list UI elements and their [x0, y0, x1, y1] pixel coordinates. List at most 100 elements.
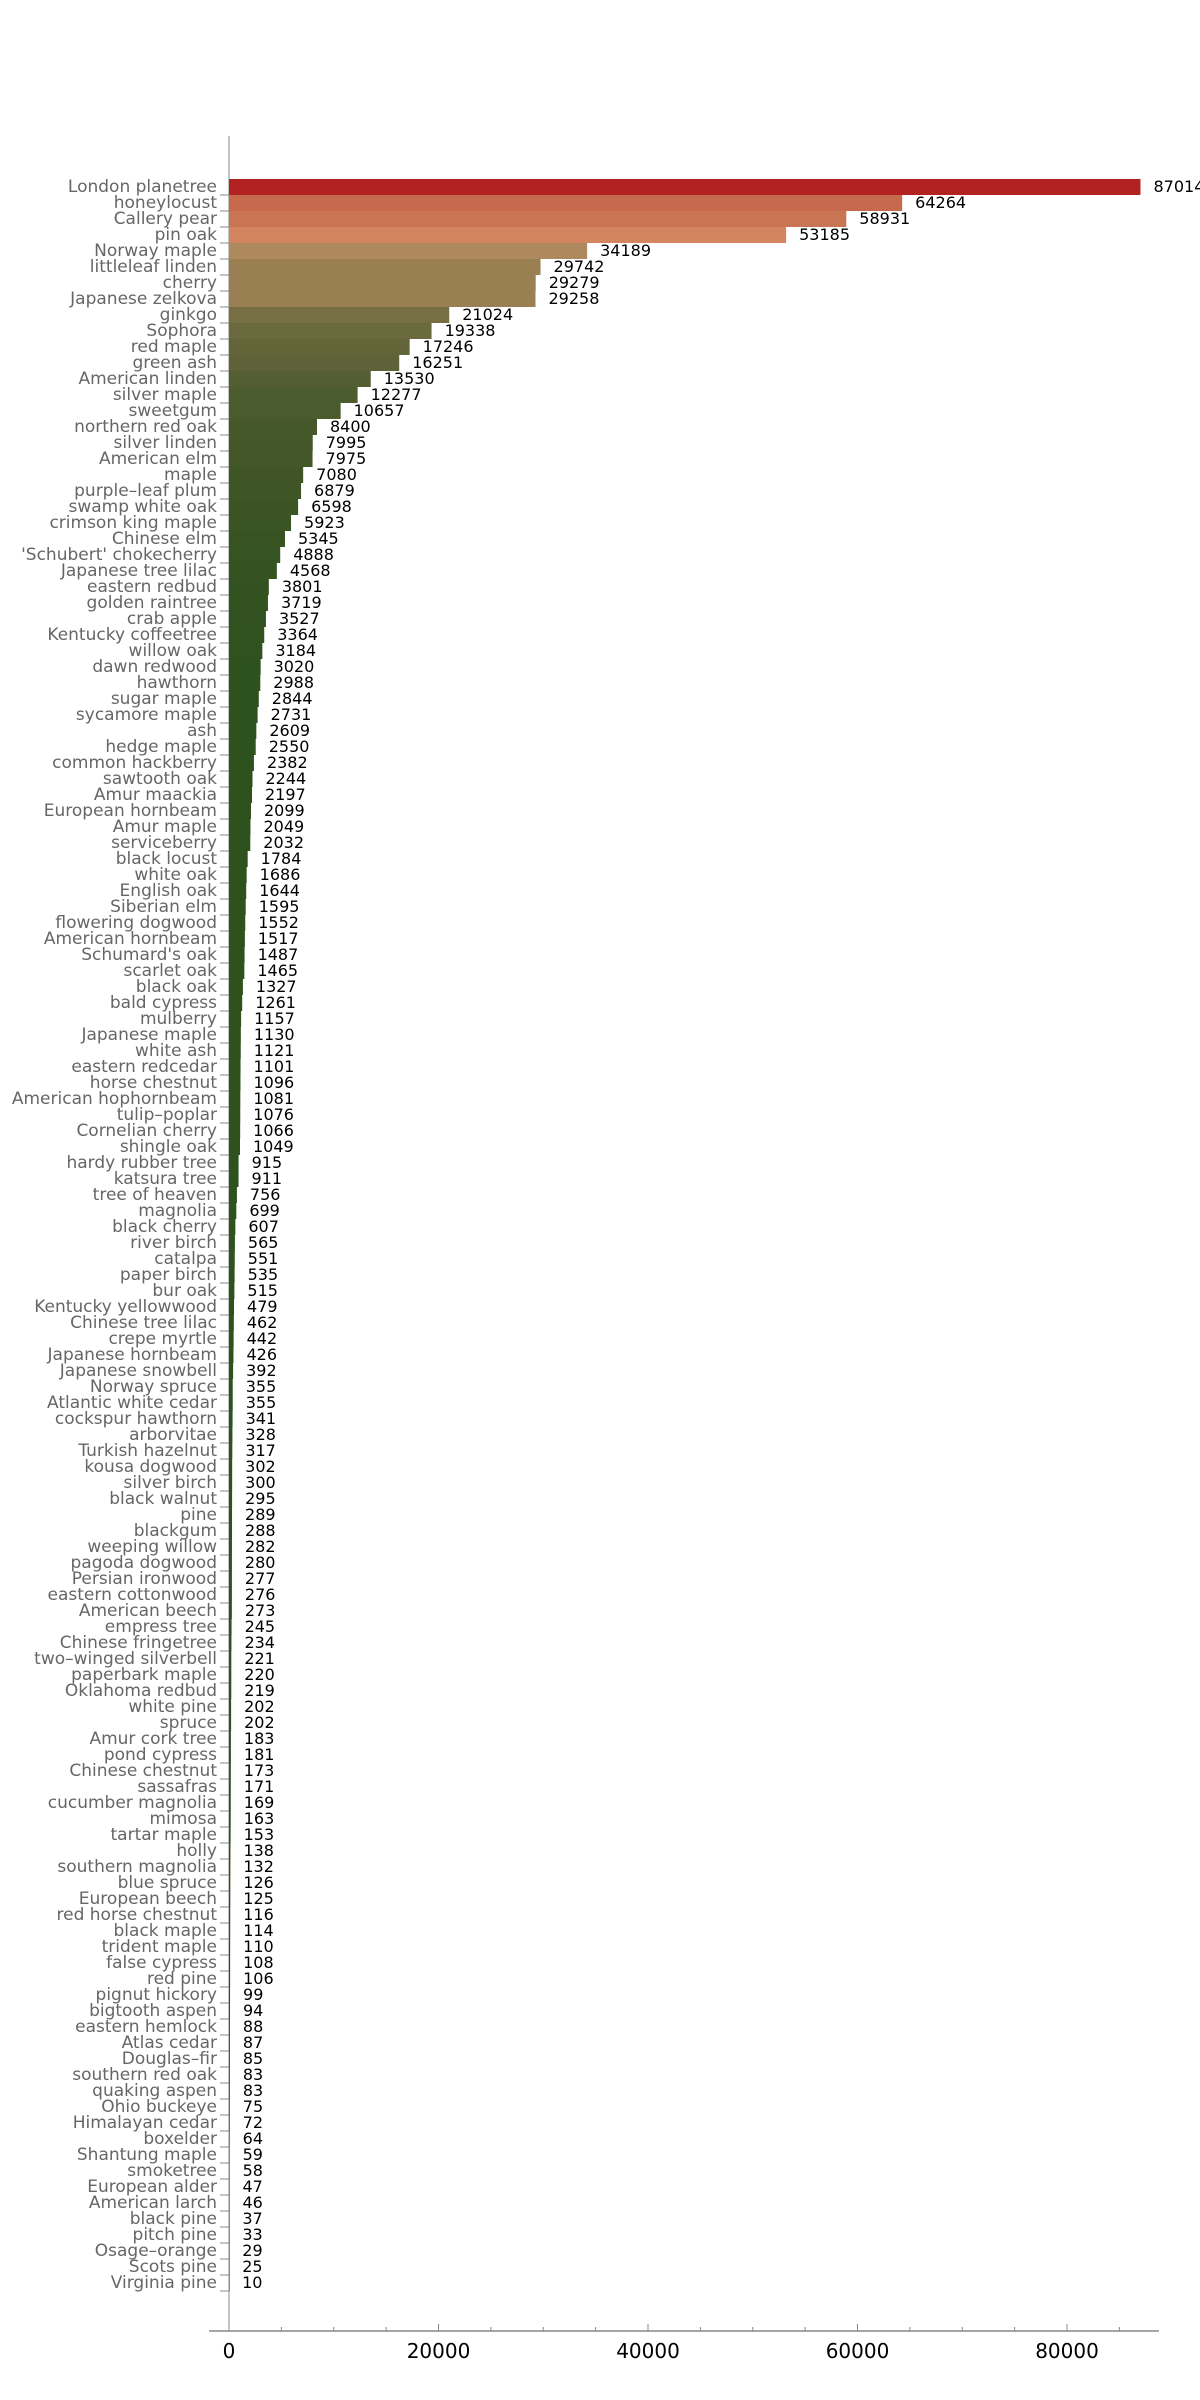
- value-label: 2382: [267, 753, 308, 772]
- value-label: 7975: [326, 449, 367, 468]
- value-label: 1076: [253, 1105, 294, 1124]
- bar: [229, 947, 245, 963]
- value-label: 64264: [915, 193, 966, 212]
- bar: [229, 2099, 230, 2115]
- value-label: 29: [242, 2241, 262, 2260]
- category-label: white ash: [135, 1041, 217, 1061]
- bar: [229, 1123, 241, 1139]
- bar: [229, 2259, 230, 2275]
- category-label: Chinese tree lilac: [70, 1313, 217, 1333]
- value-label: 53185: [799, 225, 850, 244]
- value-label: 3020: [274, 657, 315, 676]
- bar: [229, 1267, 235, 1283]
- bar: [229, 723, 257, 739]
- category-label: American linden: [78, 369, 217, 389]
- value-label: 88: [243, 2017, 263, 2036]
- value-label: 10657: [354, 401, 405, 420]
- value-label: 288: [245, 1521, 276, 1540]
- bar: [229, 1363, 234, 1379]
- category-label: Japanese maple: [80, 1025, 217, 1045]
- value-label: 99: [243, 1985, 263, 2004]
- category-label: pond cypress: [104, 1745, 217, 1765]
- bar: [229, 2227, 230, 2243]
- bar: [229, 371, 371, 387]
- value-label: 479: [247, 1297, 278, 1316]
- category-label: boxelder: [143, 2129, 217, 2149]
- bar: [229, 2067, 230, 2083]
- category-label: sycamore maple: [76, 705, 217, 725]
- bar: [229, 499, 299, 515]
- category-label: tartar maple: [111, 1825, 218, 1845]
- category-label: pin oak: [155, 225, 218, 245]
- category-label: pitch pine: [133, 2225, 217, 2245]
- value-label: 173: [244, 1761, 275, 1780]
- bar: [229, 835, 251, 851]
- category-label: bigtooth aspen: [89, 2001, 217, 2021]
- value-label: 1644: [259, 881, 300, 900]
- bar: [229, 339, 410, 355]
- value-label: 29258: [548, 289, 599, 308]
- bar: [229, 931, 245, 947]
- bar: [229, 659, 261, 675]
- bar: [229, 467, 304, 483]
- bar: [229, 1555, 232, 1571]
- bar: [229, 755, 254, 771]
- x-tick-label: 60000: [826, 2339, 890, 2363]
- bar: [229, 995, 243, 1011]
- value-label: 1784: [261, 849, 302, 868]
- bar: [229, 451, 313, 467]
- category-label: European hornbeam: [44, 801, 217, 821]
- value-label: 1595: [259, 897, 300, 916]
- category-label: cockspur hawthorn: [55, 1409, 217, 1429]
- value-label: 2988: [273, 673, 314, 692]
- bar: [229, 1011, 242, 1027]
- bar: [229, 915, 246, 931]
- value-label: 1517: [258, 929, 299, 948]
- category-label: Himalayan cedar: [73, 2113, 217, 2133]
- value-label: 2550: [269, 737, 310, 756]
- value-label: 1465: [257, 961, 298, 980]
- value-label: 1487: [258, 945, 299, 964]
- category-label: swamp white oak: [68, 497, 217, 517]
- bar: [229, 595, 268, 611]
- bar: [229, 1155, 239, 1171]
- bar: [229, 355, 400, 371]
- bar: [229, 1251, 235, 1267]
- value-label: 83: [243, 2065, 263, 2084]
- value-label: 114: [243, 1921, 274, 1940]
- value-label: 3801: [282, 577, 323, 596]
- value-label: 2731: [271, 705, 312, 724]
- category-label: Japanese hornbeam: [47, 1345, 217, 1365]
- category-label: Douglas–fir: [122, 2049, 217, 2069]
- bar: [229, 1891, 231, 1907]
- bar: [229, 1955, 231, 1971]
- category-label: shingle oak: [120, 1137, 217, 1157]
- category-label: mulberry: [140, 1009, 217, 1029]
- bar: [229, 883, 247, 899]
- bar: [229, 2195, 230, 2211]
- value-label: 94: [243, 2001, 263, 2020]
- bar: [229, 2179, 230, 2195]
- bar: [229, 531, 285, 547]
- value-label: 5923: [304, 513, 345, 532]
- value-label: 13530: [384, 369, 435, 388]
- bar: [229, 483, 302, 499]
- category-label: river birch: [130, 1233, 217, 1253]
- value-label: 202: [244, 1713, 275, 1732]
- bar: [229, 515, 292, 531]
- value-label: 535: [248, 1265, 279, 1284]
- value-label: 1552: [258, 913, 299, 932]
- bar: [229, 707, 258, 723]
- category-label: paperbark maple: [71, 1665, 217, 1685]
- bar: [229, 1843, 231, 1859]
- category-label: Japanese zelkova: [69, 289, 217, 309]
- value-label: 83: [243, 2081, 263, 2100]
- category-label: silver maple: [113, 385, 217, 405]
- category-label: hedge maple: [105, 737, 217, 757]
- value-label: 282: [245, 1537, 276, 1556]
- value-label: 1261: [255, 993, 296, 1012]
- value-label: 302: [245, 1457, 276, 1476]
- value-label: 911: [252, 1169, 283, 1188]
- value-label: 5345: [298, 529, 339, 548]
